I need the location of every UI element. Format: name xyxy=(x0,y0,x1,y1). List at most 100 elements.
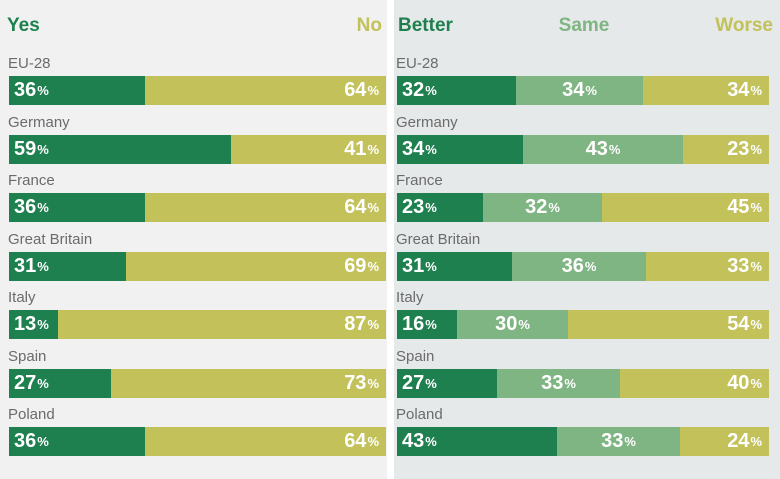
bar-segment-same: 33% xyxy=(497,369,620,398)
stacked-bar: 31% 69% xyxy=(9,252,386,281)
category-label: Great Britain xyxy=(8,231,93,248)
stacked-bar: 36% 64% xyxy=(9,427,386,456)
data-label: 41 xyxy=(344,138,367,160)
bar-segment-no: 41% xyxy=(231,135,386,164)
bar-segment-yes: 36% xyxy=(9,427,145,456)
percent-sign: % xyxy=(750,376,762,391)
category-label: EU-28 xyxy=(8,55,51,72)
percent-sign: % xyxy=(37,376,49,391)
data-label: 33 xyxy=(727,255,750,277)
legend-item-better: Better xyxy=(398,15,453,36)
chart-panel-yes-no: Yes No EU-28 36% 64% Germany 59% 41% France 36% 64… xyxy=(0,0,387,479)
percent-sign: % xyxy=(518,317,530,332)
percent-sign: % xyxy=(564,376,576,391)
data-label: 34 xyxy=(562,79,585,101)
data-label: 43 xyxy=(402,430,425,452)
category-label: EU-28 xyxy=(396,55,439,72)
data-label: 13 xyxy=(14,313,37,335)
percent-sign: % xyxy=(548,200,560,215)
percent-sign: % xyxy=(37,259,49,274)
category-label: Germany xyxy=(396,114,458,131)
bar-segment-no: 73% xyxy=(111,369,386,398)
data-label: 36 xyxy=(561,255,584,277)
percent-sign: % xyxy=(37,317,49,332)
data-label: 59 xyxy=(14,138,37,160)
chart-panel-better-same-worse: Better Same Worse EU-28 32% 34% 34% Germany 34% 4… xyxy=(394,0,780,479)
bar-segment-same: 32% xyxy=(483,193,602,222)
bar-segment-same: 34% xyxy=(516,76,643,105)
percent-sign: % xyxy=(750,142,762,157)
bar-segment-worse: 40% xyxy=(620,369,769,398)
data-label: 16 xyxy=(402,313,425,335)
category-label: France xyxy=(396,172,443,189)
data-label: 69 xyxy=(344,255,367,277)
category-label: Germany xyxy=(8,114,70,131)
category-label: Great Britain xyxy=(396,231,481,248)
bar-segment-same: 36% xyxy=(512,252,646,281)
bar-segment-worse: 33% xyxy=(646,252,769,281)
category-label: Italy xyxy=(8,289,36,306)
legend-item-worse: Worse xyxy=(715,15,773,36)
data-label: 31 xyxy=(14,255,37,277)
bar-segment-worse: 34% xyxy=(643,76,769,105)
percent-sign: % xyxy=(37,142,49,157)
percent-sign: % xyxy=(584,259,597,274)
data-label: 32 xyxy=(525,196,548,218)
data-label: 34 xyxy=(402,138,425,160)
data-label: 64 xyxy=(344,79,367,101)
legend-item-same: Same xyxy=(558,15,610,36)
percent-sign: % xyxy=(367,142,379,157)
bar-segment-better: 23% xyxy=(397,193,483,222)
data-label: 36 xyxy=(14,430,37,452)
bar-segment-yes: 59% xyxy=(9,135,231,164)
bar-segment-same: 33% xyxy=(557,427,680,456)
stacked-bar: 31% 36% 33% xyxy=(397,252,769,281)
stacked-bar: 59% 41% xyxy=(9,135,386,164)
category-label: Spain xyxy=(396,348,435,365)
category-label: Poland xyxy=(8,406,55,423)
data-label: 34 xyxy=(727,79,750,101)
data-label: 33 xyxy=(601,430,624,452)
percent-sign: % xyxy=(367,434,379,449)
percent-sign: % xyxy=(608,142,621,157)
stacked-bar: 16% 30% 54% xyxy=(397,310,769,339)
stacked-bar: 36% 64% xyxy=(9,193,386,222)
bar-segment-no: 64% xyxy=(145,76,386,105)
data-label: 64 xyxy=(344,430,367,452)
data-label: 23 xyxy=(402,196,425,218)
percent-sign: % xyxy=(425,376,437,391)
percent-sign: % xyxy=(585,83,597,98)
bar-segment-no: 64% xyxy=(145,427,386,456)
bar-segment-same: 30% xyxy=(457,310,568,339)
bar-segment-worse: 54% xyxy=(568,310,769,339)
data-label: 36 xyxy=(14,196,37,218)
data-label: 54 xyxy=(727,313,750,335)
percent-sign: % xyxy=(425,83,437,98)
percent-sign: % xyxy=(425,434,437,449)
bar-segment-no: 64% xyxy=(145,193,386,222)
data-label: 64 xyxy=(344,196,367,218)
bar-segment-yes: 27% xyxy=(9,369,111,398)
bar-segment-worse: 45% xyxy=(602,193,769,222)
bar-segment-better: 32% xyxy=(397,76,516,105)
bar-segment-better: 43% xyxy=(397,427,557,456)
data-label: 40 xyxy=(727,372,750,394)
percent-sign: % xyxy=(750,83,762,98)
category-label: Spain xyxy=(8,348,47,365)
bar-segment-worse: 23% xyxy=(683,135,769,164)
percent-sign: % xyxy=(750,259,762,274)
percent-sign: % xyxy=(624,434,636,449)
data-label: 36 xyxy=(14,79,37,101)
percent-sign: % xyxy=(750,317,762,332)
percent-sign: % xyxy=(367,317,379,332)
data-label: 27 xyxy=(14,372,37,394)
data-label: 23 xyxy=(727,138,750,160)
bar-segment-yes: 31% xyxy=(9,252,126,281)
stacked-bar: 27% 73% xyxy=(9,369,386,398)
stacked-bar: 34% 43% 23% xyxy=(397,135,769,164)
percent-sign: % xyxy=(367,200,379,215)
stacked-bar: 23% 32% 45% xyxy=(397,193,769,222)
percent-sign: % xyxy=(425,259,437,274)
category-label: Poland xyxy=(396,406,443,423)
bar-segment-yes: 13% xyxy=(9,310,58,339)
